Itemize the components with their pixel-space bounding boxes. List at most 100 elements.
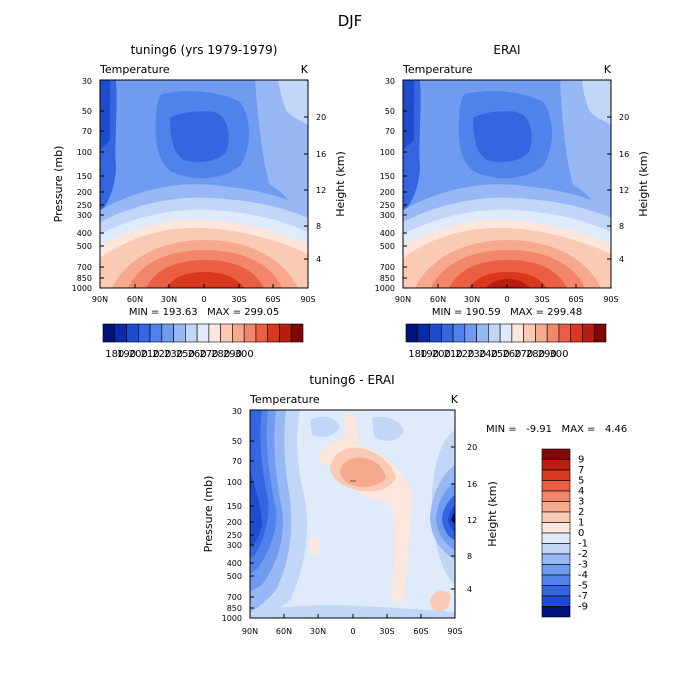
x-tick: 90S — [603, 284, 619, 304]
svg-text:30: 30 — [385, 77, 395, 86]
field-label: Temperature — [99, 63, 170, 76]
y-ticks-left: 30 50 70 100 150 200 250 300 400 500 700… — [72, 77, 104, 293]
x-tick: 90N — [92, 284, 108, 304]
svg-text:4: 4 — [316, 255, 321, 264]
svg-text:700: 700 — [380, 263, 395, 272]
colorbar-swatches — [541, 448, 571, 618]
y-tick-right: 8 — [607, 222, 624, 231]
svg-text:200: 200 — [77, 188, 92, 197]
svg-text:200: 200 — [227, 518, 242, 527]
y-tick: 850 — [227, 604, 254, 613]
panel-title: tuning6 (yrs 1979-1979) — [131, 43, 278, 57]
y-axis-label-right: Height (km) — [334, 151, 347, 217]
y-tick: 30 — [385, 77, 407, 86]
y-tick-right: 16 — [451, 480, 477, 489]
x-tick: 30S — [379, 614, 395, 636]
stats-label: MIN = 193.63 MAX = 299.05 — [129, 307, 279, 318]
colorbar-swatch — [185, 323, 198, 343]
svg-text:150: 150 — [77, 172, 92, 181]
colorbar-swatch — [535, 323, 548, 343]
svg-text:60N: 60N — [430, 295, 446, 304]
colorbar-label: 240 — [479, 349, 498, 360]
colorbar-swatch — [546, 323, 560, 343]
svg-text:90N: 90N — [242, 627, 258, 636]
x-ticks: 90N 60N 30N 0 30S 60S 90S — [395, 284, 619, 304]
contour-field — [100, 80, 308, 288]
colorbar-swatch — [232, 323, 245, 343]
panel-title: ERAI — [493, 43, 520, 57]
y-tick: 300 — [77, 211, 104, 220]
y-axis-label-right: Height (km) — [637, 151, 650, 217]
svg-text:12: 12 — [619, 186, 629, 195]
svg-text:8: 8 — [619, 222, 624, 231]
svg-text:70: 70 — [82, 127, 92, 136]
colorbar-label: 200 — [129, 349, 148, 360]
y-tick: 30 — [82, 77, 104, 86]
colorbar-label: 190 — [420, 349, 439, 360]
y-tick: 250 — [77, 201, 104, 210]
y-tick-right: 12 — [607, 186, 629, 195]
y-ticks-right: 20 16 12 8 4 — [451, 443, 477, 594]
svg-text:850: 850 — [227, 604, 242, 613]
colorbar-label: 260 — [188, 349, 207, 360]
colorbar-label: 220 — [152, 349, 171, 360]
svg-text:90S: 90S — [447, 627, 462, 636]
svg-text:850: 850 — [380, 274, 395, 283]
colorbar-swatches — [405, 323, 607, 343]
colorbar-label: 230 — [164, 349, 183, 360]
colorbar-swatch — [558, 323, 572, 343]
colorbar-swatch — [541, 532, 571, 544]
colorbar-label: 270 — [514, 349, 533, 360]
y-tick: 1000 — [72, 284, 104, 293]
y-tick: 200 — [77, 188, 104, 197]
svg-text:300: 300 — [77, 211, 92, 220]
colorbar-label: -7 — [578, 591, 588, 602]
y-tick: 700 — [380, 263, 407, 272]
colorbar-label: 9 — [578, 455, 584, 466]
y-tick: 1000 — [375, 284, 407, 293]
y-tick: 200 — [227, 518, 254, 527]
y-tick-right: 4 — [451, 585, 472, 594]
svg-text:20: 20 — [619, 113, 629, 122]
colorbar-swatch — [290, 323, 304, 343]
svg-text:60S: 60S — [568, 295, 583, 304]
colorbar-swatch — [196, 323, 210, 343]
colorbar-label: 180 — [408, 349, 427, 360]
colorbar-label: 4 — [578, 486, 584, 497]
colorbar-swatch — [511, 323, 524, 343]
colorbar-swatch — [255, 323, 269, 343]
y-tick-right: 4 — [304, 255, 321, 264]
svg-text:100: 100 — [227, 478, 242, 487]
y-tick: 500 — [77, 242, 104, 251]
svg-text:50: 50 — [232, 437, 242, 446]
y-tick: 200 — [380, 188, 407, 197]
svg-text:60N: 60N — [276, 627, 292, 636]
y-ticks-right: 20 16 12 8 4 — [607, 113, 629, 264]
y-tick: 50 — [82, 107, 104, 116]
colorbar-swatch — [173, 323, 186, 343]
svg-text:400: 400 — [227, 559, 242, 568]
colorbar-swatch — [593, 323, 607, 343]
colorbar-swatch — [452, 323, 466, 343]
x-tick: 90S — [300, 284, 316, 304]
colorbar-label: 210 — [141, 349, 160, 360]
y-axis-label: Pressure (mb) — [202, 476, 215, 553]
svg-text:8: 8 — [467, 552, 472, 561]
colorbar-label: 290 — [538, 349, 557, 360]
field-label: Temperature — [249, 393, 320, 406]
svg-text:30N: 30N — [310, 627, 326, 636]
svg-text:50: 50 — [82, 107, 92, 116]
contour-field — [403, 80, 611, 288]
svg-text:4: 4 — [467, 585, 472, 594]
x-tick: 30N — [161, 284, 177, 304]
svg-text:50: 50 — [385, 107, 395, 116]
x-tick: 60N — [276, 614, 292, 636]
x-tick: 30S — [534, 284, 550, 304]
